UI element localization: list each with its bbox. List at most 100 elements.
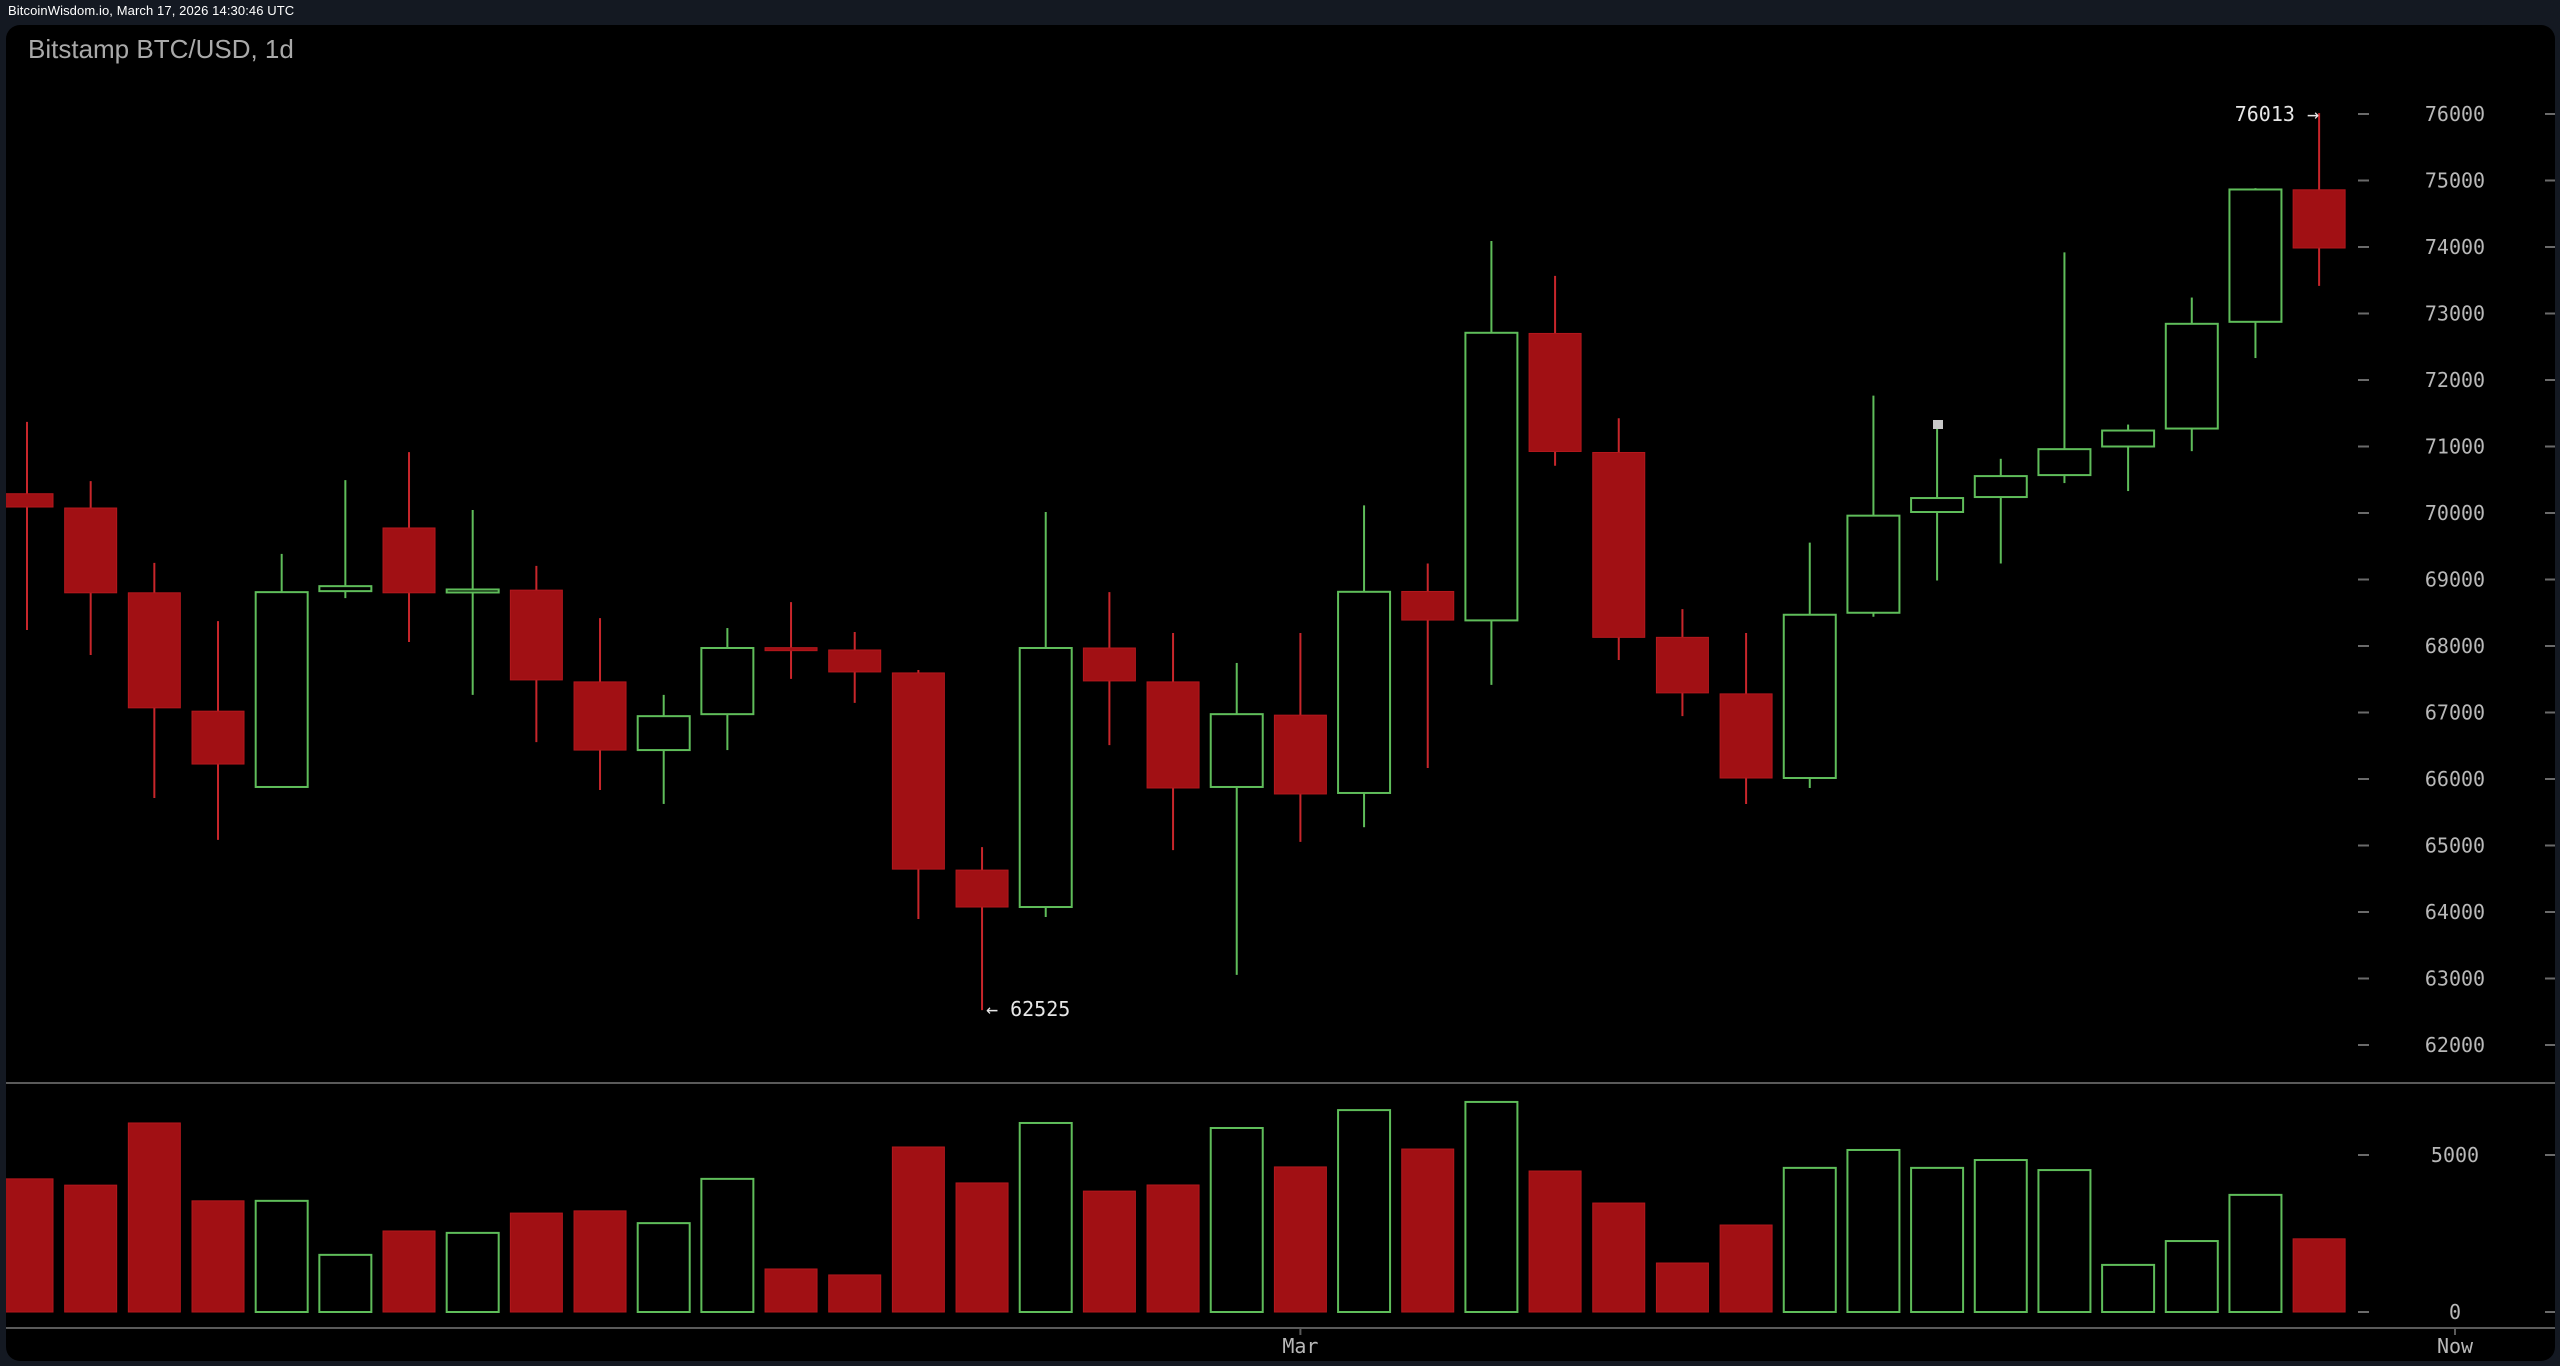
y-tick-label: 66000 [2425,767,2485,791]
volume-bar-up [254,1199,309,1313]
candle [1082,592,1136,746]
candle [1401,563,1455,769]
x-tick-label: Now [2437,1334,2474,1358]
candlestick-chart[interactable]: 62000 63000 64000 65000 66000 67000 68000 69000… [6,25,2555,1361]
candle [1719,633,1773,804]
volume-bar-down [2292,1238,2346,1313]
candle-body-up [2037,448,2092,477]
candle [2037,252,2092,484]
volume-bar-down [1401,1148,1455,1313]
y-tick-label: 68000 [2425,634,2485,658]
candle [1846,395,1901,617]
candle [382,452,436,643]
volume-bar-down [828,1274,882,1313]
candle-body-down [1401,590,1455,621]
candle-body-down [64,507,118,594]
chart-panel: 62000 63000 64000 65000 66000 67000 68000 69000… [6,25,2555,1361]
candle [1146,633,1200,851]
y-tick-label: 75000 [2425,169,2485,193]
volume-bar-up [1209,1126,1264,1313]
volume-bar-up [2101,1263,2156,1314]
candle-body-up [1209,713,1264,788]
candle-body-down [1273,714,1327,795]
volume-bar-down [955,1182,1009,1313]
candle-body-down [2292,189,2346,249]
candle-body-down [6,493,54,508]
volume-bar-down [1146,1184,1200,1313]
volume-bar-down [1273,1166,1327,1313]
candle [1464,241,1519,685]
candle-body-up [1973,475,2028,499]
cursor-marker-icon [1933,420,1943,429]
volume-bar-down [764,1268,818,1313]
volume-bar-down [6,1178,54,1313]
candle-body-up [1018,646,1073,909]
time-axis: Mar Now [1282,1328,2474,1358]
candle [1973,458,2028,564]
candle-body-up [318,585,373,593]
volume-bar-up [2164,1240,2219,1314]
candle [191,621,245,840]
candle-body-up [2101,429,2156,448]
volume-tick-label: 0 [2449,1300,2461,1324]
volume-bar-up [1973,1159,2028,1314]
y-tick-label: 64000 [2425,900,2485,924]
candle [1655,609,1709,717]
volume-bar-down [1655,1262,1709,1313]
y-tick-label: 72000 [2425,368,2485,392]
candle [828,632,882,703]
volume-bar-down [1528,1170,1582,1313]
volume-bar-down [1082,1190,1136,1313]
volume-axis: 0 5000 [2358,1143,2555,1324]
candle-body-up [2228,188,2283,323]
candle [2228,188,2283,359]
candle [1209,662,1264,975]
volume-bar-down [509,1212,563,1313]
volume-bar-down [64,1184,118,1313]
chart-title: Bitstamp BTC/USD, 1d [28,34,294,64]
candle [1528,275,1582,466]
candle-body-up [1910,497,1965,514]
y-tick-label: 69000 [2425,568,2485,592]
candle [700,628,755,751]
candle [1018,512,1073,917]
site-caption: BitcoinWisdom.io, March 17, 2026 14:30:4… [8,3,295,18]
y-tick-label: 67000 [2425,701,2485,725]
candle-body-down [764,647,818,652]
candle-body-down [955,869,1009,908]
volume-bar-down [127,1122,181,1313]
candle [955,847,1009,1011]
candle-body-down [573,681,627,751]
candle [891,669,945,919]
candle-body-up [1337,590,1392,794]
candle [573,618,627,790]
volume-bar-down [382,1230,436,1313]
candle-body-up [2164,322,2219,430]
candle [2292,113,2346,286]
y-tick-label: 73000 [2425,302,2485,326]
candle-body-up [1464,331,1519,622]
candle-body-up [1846,514,1901,614]
volume-bar-up [318,1253,373,1314]
volume-bar-down [191,1200,245,1313]
volume-bar-up [1337,1109,1392,1314]
volume-bar-up [636,1222,691,1313]
candle-body-down [828,649,882,673]
candle-body-down [1592,451,1646,638]
candle-body-up [254,591,309,788]
candle-body-down [1719,693,1773,779]
y-tick-label: 71000 [2425,435,2485,459]
candle [1910,423,1965,581]
y-tick-label: 63000 [2425,967,2485,991]
candle [127,562,181,798]
candle-body-down [1528,332,1582,452]
candle-body-up [445,588,500,594]
volume-bar-down [573,1210,627,1313]
candle-body-down [891,672,945,870]
volume-bar-up [1018,1121,1073,1314]
candle [2101,424,2156,492]
price-axis: 62000 63000 64000 65000 66000 67000 68000 69000… [2358,102,2555,1057]
candle [1592,418,1646,660]
volume-bar-up [2228,1193,2283,1314]
volume-bar-up [1464,1100,1519,1313]
